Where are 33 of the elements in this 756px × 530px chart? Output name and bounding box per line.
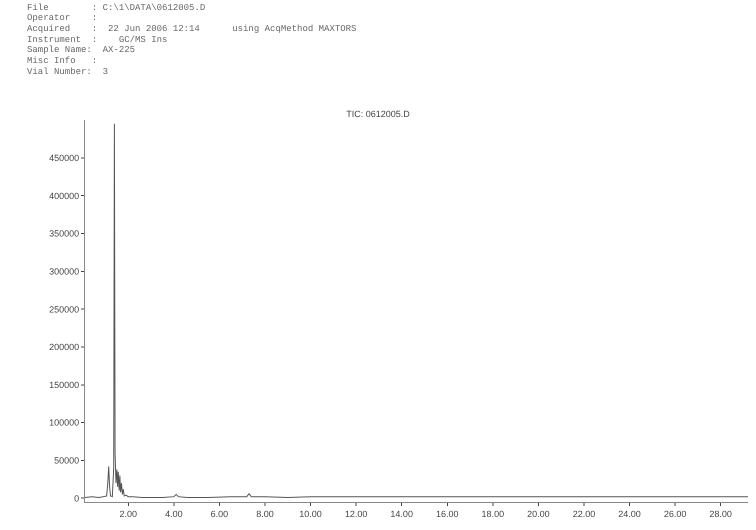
x-tick-label: 14.00 <box>390 508 413 519</box>
y-tick-label: 350000 <box>49 228 80 239</box>
x-tick-label: 18.00 <box>482 508 504 519</box>
x-tick-label: 8.00 <box>256 508 274 519</box>
text: File : C:\1\DATA\0612005.D <box>27 3 206 13</box>
y-tick-label: 50000 <box>54 456 80 466</box>
y-tick-label: 450000 <box>49 152 80 163</box>
y-tick-label: 100000 <box>49 418 80 428</box>
x-tick-label: 12.00 <box>344 508 368 519</box>
x-tick-label: 4.00 <box>165 508 183 519</box>
y-tick-label: 200000 <box>49 342 80 352</box>
x-tick-label: 6.00 <box>210 508 228 519</box>
x-tick-label: 26.00 <box>664 508 686 519</box>
text: Acquired : 22 Jun 2006 12:14 using AcqMethod MAXTORS <box>27 24 356 34</box>
line-series <box>85 123 748 498</box>
y-tick-label: 0 <box>74 493 80 504</box>
x-tick-label: 10.00 <box>299 508 322 519</box>
y-tick-label: 150000 <box>49 380 80 390</box>
text: Operator : <box>27 13 98 23</box>
x-tick-label: 24.00 <box>618 508 641 519</box>
text: Sample Name: AX-225 <box>27 45 136 55</box>
x-tick-label: 28.00 <box>709 508 732 519</box>
y-tick-label: 250000 <box>49 304 80 314</box>
x-tick-label: 22.00 <box>572 508 596 519</box>
x-tick-label: 16.00 <box>436 508 459 519</box>
x-tick-label: 2.00 <box>120 508 138 519</box>
text: Vial Number: 3 <box>27 67 108 77</box>
text: Misc Info : <box>27 56 98 66</box>
text: Instrument : GC/MS Ins <box>27 35 168 45</box>
y-tick-label: 400000 <box>49 190 80 201</box>
chart-title: TIC: 0612005.D <box>346 109 410 119</box>
y-tick-label: 300000 <box>49 266 80 276</box>
x-tick-label: 20.00 <box>527 508 550 519</box>
